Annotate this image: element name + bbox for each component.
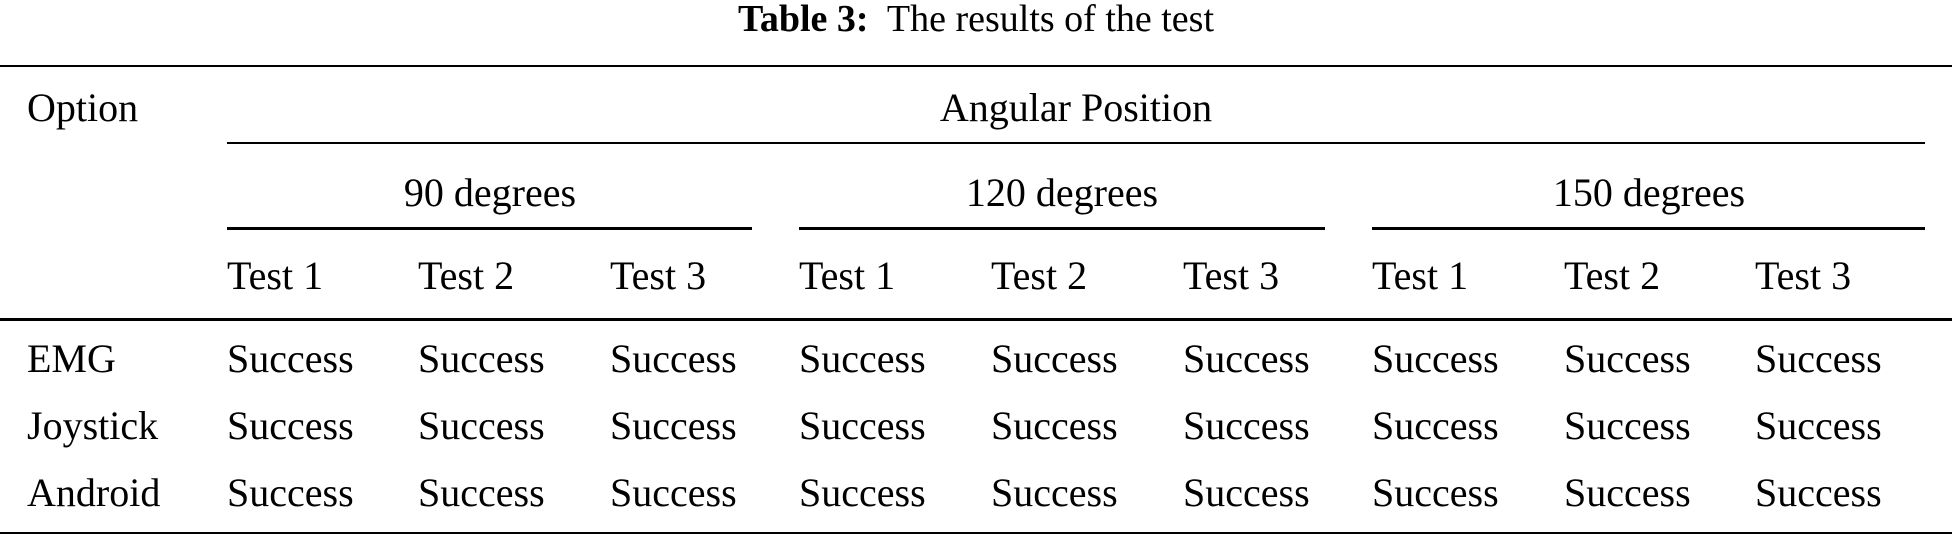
option-header: Option	[27, 85, 139, 130]
test-header: Test 1	[1372, 253, 1469, 298]
angular-position-header: Angular Position	[939, 85, 1213, 130]
result-cell: Success	[1372, 470, 1499, 515]
caption-text: The results of the test	[886, 0, 1215, 40]
bottom-rule	[0, 532, 1952, 534]
angular-position-rule	[227, 142, 1925, 144]
result-cell: Success	[1372, 403, 1499, 448]
result-cell: Success	[227, 403, 354, 448]
result-cell: Success	[1183, 403, 1310, 448]
test-header: Test 1	[799, 253, 896, 298]
table-caption: Table 3: The results of the test	[738, 0, 1214, 41]
result-cell: Success	[610, 336, 737, 381]
result-cell: Success	[799, 403, 926, 448]
result-cell: Success	[1755, 336, 1882, 381]
test-header: Test 2	[418, 253, 515, 298]
header-rule	[0, 318, 1952, 321]
result-cell: Success	[1564, 470, 1691, 515]
result-cell: Success	[1564, 403, 1691, 448]
result-cell: Success	[799, 470, 926, 515]
subgroup-90: 90 degrees	[403, 170, 577, 215]
test-header: Test 3	[1183, 253, 1280, 298]
result-cell: Success	[1564, 336, 1691, 381]
subgroup-120: 120 degrees	[965, 170, 1159, 215]
option-cell: Android	[27, 470, 161, 515]
subgroup-150: 150 degrees	[1552, 170, 1746, 215]
test-header: Test 3	[1755, 253, 1852, 298]
result-cell: Success	[1183, 336, 1310, 381]
option-cell: EMG	[27, 336, 116, 381]
caption-label: Table 3:	[737, 0, 869, 40]
result-cell: Success	[610, 403, 737, 448]
result-cell: Success	[418, 470, 545, 515]
result-cell: Success	[1755, 403, 1882, 448]
test-header: Test 2	[1564, 253, 1661, 298]
test-header: Test 2	[991, 253, 1088, 298]
result-cell: Success	[227, 470, 354, 515]
result-cell: Success	[1183, 470, 1310, 515]
result-cell: Success	[991, 336, 1118, 381]
result-cell: Success	[799, 336, 926, 381]
option-cell: Joystick	[27, 403, 159, 448]
result-cell: Success	[610, 470, 737, 515]
result-cell: Success	[1372, 336, 1499, 381]
result-cell: Success	[227, 336, 354, 381]
subgroup-rule-150	[1372, 227, 1925, 230]
result-cell: Success	[991, 470, 1118, 515]
test-header: Test 1	[227, 253, 324, 298]
result-cell: Success	[1755, 470, 1882, 515]
test-header: Test 3	[610, 253, 707, 298]
top-rule	[0, 65, 1952, 67]
result-cell: Success	[991, 403, 1118, 448]
subgroup-rule-90	[227, 227, 752, 230]
subgroup-rule-120	[799, 227, 1325, 230]
result-cell: Success	[418, 336, 545, 381]
result-cell: Success	[418, 403, 545, 448]
